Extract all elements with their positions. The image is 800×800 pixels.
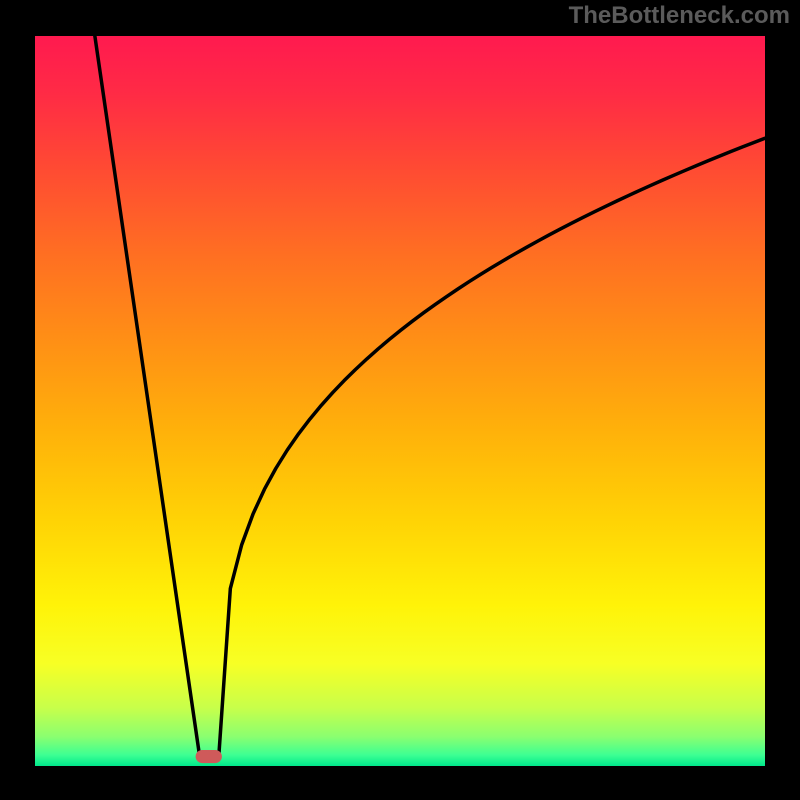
- gradient-plot-bg: [35, 36, 765, 766]
- attribution-text: TheBottleneck.com: [569, 2, 790, 30]
- chart-container: TheBottleneck.com: [0, 0, 800, 800]
- bottleneck-marker: [196, 750, 222, 763]
- chart-svg-wrap: [0, 0, 800, 800]
- bottleneck-chart: [0, 0, 800, 800]
